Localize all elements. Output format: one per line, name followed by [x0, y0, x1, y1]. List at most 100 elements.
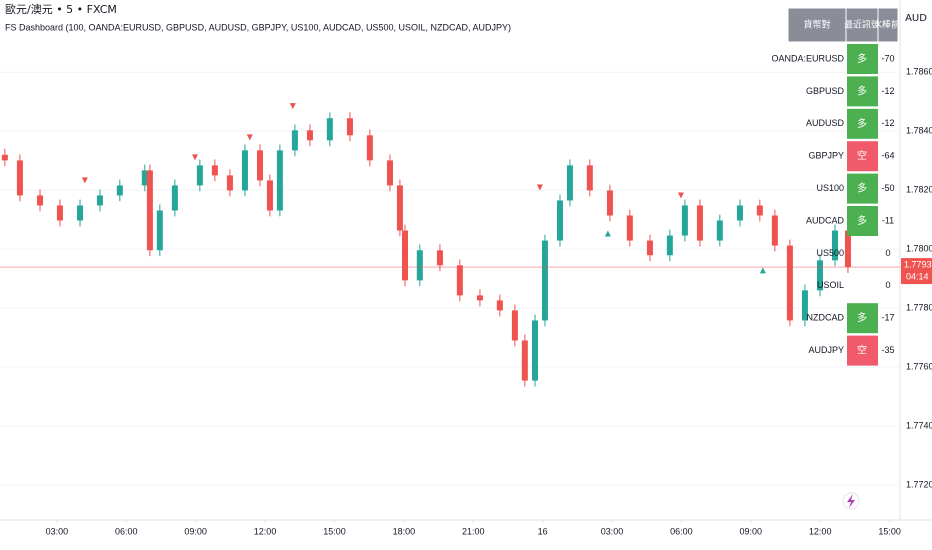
candle-body [566, 165, 573, 201]
bars-ago: -12 [881, 118, 894, 128]
candle-body [96, 195, 103, 206]
pair: AUDCAD [806, 215, 845, 225]
signal: 多 [857, 84, 867, 97]
x-tick-label: 06:00 [670, 526, 693, 536]
signal-marker [536, 184, 543, 191]
y-tick-label: 1.77200 [906, 479, 932, 489]
signal: 多 [857, 117, 867, 130]
chart-title: 歐元/澳元 • 5 • FXCM [5, 2, 117, 16]
bars-ago: -35 [881, 345, 894, 355]
candle-body [626, 215, 633, 241]
bars-ago: -64 [881, 151, 894, 161]
candle-body [366, 135, 373, 161]
candle-body [476, 295, 483, 301]
signal-cell [847, 76, 878, 107]
signal: 多 [857, 52, 867, 65]
signal-cell [847, 141, 878, 172]
pair: USOIL [817, 280, 844, 290]
candle-body [416, 250, 423, 281]
candle-body [77, 205, 84, 221]
signal-marker [191, 154, 198, 161]
candle-body [291, 130, 298, 151]
plot [0, 103, 900, 387]
bars-ago: -17 [881, 313, 894, 323]
candle-body [266, 180, 273, 211]
candle-body [396, 185, 403, 231]
pair: GBPUSD [806, 86, 845, 96]
indicator-label: FS Dashboard (100, OANDA:EURUSD, GBPUSD,… [5, 22, 511, 32]
signal: 空 [857, 149, 867, 162]
signal-marker [246, 134, 253, 141]
signal: 空 [857, 344, 867, 357]
candle-body [141, 170, 148, 186]
header-label: 最近訊號 [844, 19, 880, 31]
signal-cell [847, 44, 878, 74]
pair: OANDA:EURUSD [771, 53, 844, 63]
x-tick-label: 15:00 [878, 526, 901, 536]
candle-body [496, 300, 503, 311]
candle-body [816, 260, 823, 291]
x-tick-label: 12:00 [809, 526, 832, 536]
candle-body [16, 160, 23, 196]
countdown: 04:14 [906, 271, 929, 281]
pair: AUDJPY [808, 345, 844, 355]
candle-body [116, 185, 123, 196]
candle-body [511, 310, 518, 341]
y-tick-label: 1.78000 [906, 243, 932, 253]
x-tick-label: 12:00 [254, 526, 277, 536]
pair: GBPJPY [808, 151, 844, 161]
candle-body [326, 118, 333, 141]
candle-body [832, 230, 839, 261]
candle-body [241, 150, 248, 191]
y-tick-label: 1.77600 [906, 361, 932, 371]
candle-body [226, 175, 233, 191]
candle-body [696, 205, 703, 241]
y-tick-label: 1.77400 [906, 420, 932, 430]
candle-body [256, 150, 263, 181]
candle-body [786, 245, 793, 321]
candle-body [1, 154, 8, 161]
candle-body [681, 205, 688, 236]
candle-body [756, 205, 763, 216]
candle-body [666, 235, 673, 256]
x-tick-label: 16 [538, 526, 548, 536]
signal-cell [847, 206, 878, 236]
lightning [847, 494, 855, 508]
candle-body [196, 165, 203, 186]
candle-body [436, 250, 443, 266]
x-tick-label: 21:00 [462, 526, 485, 536]
candle-body [146, 170, 153, 251]
header-cell [845, 7, 879, 43]
candle-body [586, 165, 593, 191]
candle-body [801, 290, 808, 321]
y-tick-label: 1.78200 [906, 185, 932, 195]
candle-body [276, 150, 283, 211]
x-tick-label: 03:00 [46, 526, 69, 536]
candle-body [211, 165, 218, 176]
candle-body [606, 190, 613, 216]
last-price-box [901, 258, 932, 285]
candle-body [771, 215, 778, 246]
x-tick-label: 15:00 [323, 526, 346, 536]
candle-body [716, 220, 723, 241]
candle-body [306, 130, 313, 141]
pair: AUDUSD [806, 118, 845, 128]
candle-body [386, 160, 393, 186]
header-cell [877, 7, 899, 43]
candle-body [556, 200, 563, 241]
signal-marker [677, 192, 684, 199]
signal-cell [847, 108, 878, 139]
bars-ago: -50 [881, 183, 894, 193]
candle-body [844, 230, 851, 268]
header-label: K棒前 [876, 19, 900, 31]
pair: NZDCAD [807, 313, 845, 323]
currency: AUD [905, 13, 927, 24]
signal-marker [604, 230, 611, 237]
signal-cell [847, 173, 878, 204]
candle-body [456, 265, 463, 296]
x-tick-label: 06:00 [115, 526, 138, 536]
